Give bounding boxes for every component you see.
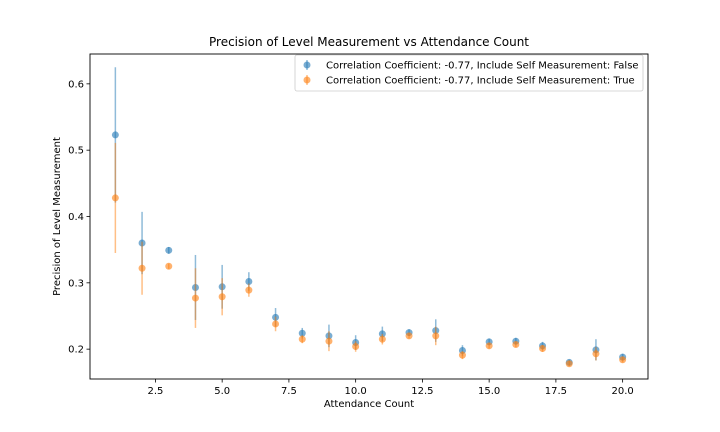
data-point — [218, 293, 226, 301]
y-tick-label: 0.2 — [68, 345, 84, 356]
data-point — [619, 356, 627, 364]
x-tick-label: 7.5 — [281, 386, 297, 397]
data-point — [111, 194, 119, 202]
y-axis: 0.2 0.3 0.4 0.5 0.6 — [68, 79, 90, 356]
legend-entry-true: Correlation Coefficient: -0.77, Include … — [303, 75, 635, 87]
data-point — [539, 344, 547, 352]
data-point — [245, 286, 253, 294]
x-tick-label: 10.0 — [345, 386, 367, 397]
series-layer — [111, 67, 627, 368]
x-tick-label: 20.0 — [612, 386, 634, 397]
data-point — [378, 335, 386, 343]
data-point — [191, 294, 199, 302]
data-point — [165, 246, 173, 254]
data-point — [111, 131, 119, 139]
legend-entry-false: Correlation Coefficient: -0.77, Include … — [303, 60, 639, 72]
legend-label-true: Correlation Coefficient: -0.77, Include … — [326, 76, 635, 87]
data-point — [298, 329, 306, 337]
data-point — [565, 360, 573, 368]
data-point — [298, 335, 306, 343]
legend: Correlation Coefficient: -0.77, Include … — [294, 54, 644, 92]
data-point — [272, 320, 280, 328]
x-tick-label: 5.0 — [214, 386, 230, 397]
legend-marker — [303, 61, 311, 69]
data-point — [325, 337, 333, 345]
data-point — [352, 343, 360, 350]
data-point — [432, 332, 440, 340]
chart-title: Precision of Level Measurement vs Attend… — [209, 35, 529, 49]
data-point — [458, 351, 466, 359]
legend-label-false: Correlation Coefficient: -0.77, Include … — [326, 61, 639, 72]
x-axis: 2.5 5.0 7.5 10.0 12.5 15.0 17.5 20.0 — [147, 379, 634, 397]
y-tick-label: 0.6 — [68, 79, 84, 90]
x-tick-label: 17.5 — [545, 386, 567, 397]
x-tick-label: 15.0 — [478, 386, 500, 397]
series-1 — [111, 142, 627, 368]
x-axis-label: Attendance Count — [324, 399, 414, 410]
data-point — [485, 342, 493, 350]
legend-marker — [303, 76, 311, 84]
y-tick-label: 0.5 — [68, 146, 84, 157]
y-axis-label: Precision of Level Measurement — [52, 137, 63, 296]
data-point — [592, 350, 600, 358]
data-point — [138, 264, 146, 272]
data-point — [405, 332, 413, 340]
x-tick-label: 2.5 — [147, 386, 163, 397]
data-point — [165, 262, 173, 270]
data-point — [512, 341, 520, 349]
y-tick-label: 0.4 — [68, 212, 84, 223]
y-tick-label: 0.3 — [68, 278, 84, 289]
data-point — [245, 278, 253, 285]
legend-box — [294, 54, 644, 92]
x-tick-label: 12.5 — [411, 386, 433, 397]
